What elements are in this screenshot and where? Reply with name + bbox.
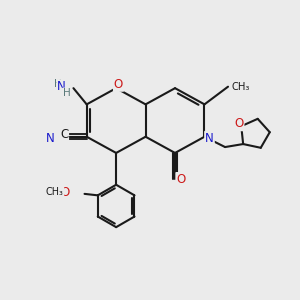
Text: H: H <box>54 79 62 89</box>
Text: O: O <box>234 117 244 130</box>
Text: H: H <box>63 88 70 98</box>
Text: N: N <box>46 132 54 145</box>
Text: O: O <box>61 186 70 199</box>
Text: O: O <box>114 78 123 91</box>
Text: O: O <box>176 173 185 186</box>
Text: CH₃: CH₃ <box>231 82 250 92</box>
Text: N: N <box>57 80 66 93</box>
Text: CH₃: CH₃ <box>46 188 63 197</box>
Text: C: C <box>60 128 68 141</box>
Text: N: N <box>205 132 214 145</box>
